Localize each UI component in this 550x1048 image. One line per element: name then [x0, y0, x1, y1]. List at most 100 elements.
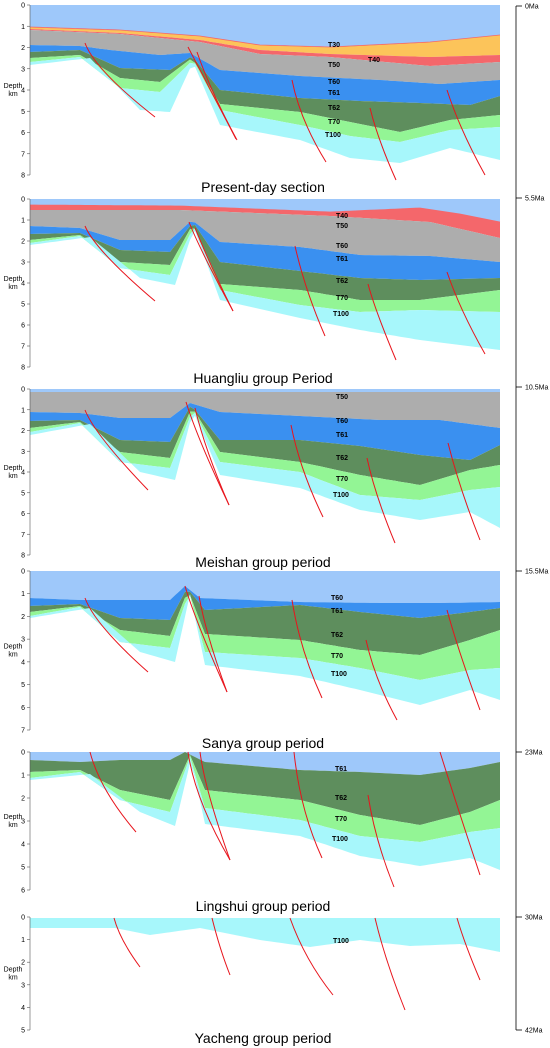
depth-tick-label: 2 — [21, 960, 25, 967]
depth-tick-label: 5 — [21, 490, 25, 497]
depth-tick-label: 4 — [21, 659, 25, 666]
panel-caption: Present-day section — [201, 179, 325, 195]
fault-line — [446, 89, 486, 176]
strata-layer-t50 — [30, 210, 500, 262]
depth-tick-label: 4 — [21, 470, 25, 477]
horizon-label: T70 — [336, 295, 348, 302]
depth-axis-title: Depth — [4, 276, 23, 283]
time-tick-label: 10.5Ma — [525, 385, 548, 392]
depth-tick-label: 1 — [21, 407, 25, 414]
horizon-label: T70 — [335, 816, 347, 823]
depth-axis-unit: km — [8, 284, 18, 291]
depth-tick-label: 6 — [21, 888, 25, 895]
depth-axis-title: Depth — [4, 83, 23, 90]
fault-line — [290, 424, 324, 518]
horizon-label: T100 — [333, 492, 349, 499]
depth-tick-label: 2 — [21, 614, 25, 621]
depth-tick-label: 5 — [21, 1028, 25, 1035]
depth-tick-label: 0 — [21, 915, 25, 922]
strata-layer-t50 — [30, 392, 500, 428]
fault-line — [294, 245, 326, 337]
horizon-label: T61 — [336, 256, 348, 263]
fault-line — [291, 599, 323, 699]
fault-line — [198, 595, 228, 693]
depth-axis-unit: km — [8, 652, 18, 659]
strata-layer-t62 — [30, 595, 500, 680]
panel-caption: Huangliu group Period — [193, 370, 332, 386]
depth-tick-label: 5 — [21, 682, 25, 689]
depth-tick-label: 0 — [21, 569, 25, 576]
horizon-label: T70 — [328, 119, 340, 126]
depth-axis-unit: km — [8, 975, 18, 982]
depth-tick-label: 2 — [21, 428, 25, 435]
strata-layer-t61 — [30, 752, 500, 825]
depth-axis-title: Depth — [4, 967, 23, 974]
fault-line — [366, 457, 396, 544]
depth-tick-label: 1 — [21, 24, 25, 31]
depth-tick-label: 1 — [21, 591, 25, 598]
fault-line — [194, 407, 230, 506]
horizon-label: T70 — [336, 476, 348, 483]
fault-line — [447, 442, 481, 541]
depth-axis-unit: km — [8, 91, 18, 98]
depth-tick-label: 6 — [21, 705, 25, 712]
horizon-label: T61 — [331, 608, 343, 615]
horizon-label: T62 — [336, 278, 348, 285]
depth-tick-label: 1 — [21, 218, 25, 225]
fault-line — [289, 917, 334, 996]
depth-tick-label: 1 — [21, 937, 25, 944]
time-tick-label: 42Ma — [525, 1028, 543, 1035]
horizon-label: T60 — [336, 418, 348, 425]
strata-layer-t40 — [30, 29, 500, 66]
time-axis: 0Ma 5.5Ma 10.5Ma 15.5Ma 23Ma 30Ma 42Ma — [515, 4, 548, 1035]
depth-tick-label: 1 — [21, 773, 25, 780]
depth-tick-label: 5 — [21, 109, 25, 116]
depth-tick-label: 7 — [21, 532, 25, 539]
fault-line — [367, 283, 397, 361]
horizon-label: T100 — [331, 671, 347, 678]
horizon-label: T62 — [331, 632, 343, 639]
depth-tick-label: 3 — [21, 260, 25, 267]
horizon-label: T62 — [335, 795, 347, 802]
horizon-label: T100 — [333, 938, 349, 945]
time-tick-label: 0Ma — [525, 4, 539, 11]
fault-line — [369, 107, 397, 181]
depth-tick-label: 5 — [21, 865, 25, 872]
horizon-label: T61 — [335, 766, 347, 773]
panel-caption: Lingshui group period — [196, 898, 331, 914]
fault-line — [291, 79, 327, 163]
horizon-label: T60 — [331, 595, 343, 602]
water-layer — [30, 199, 500, 222]
water-layer — [30, 389, 500, 392]
fault-line — [84, 225, 156, 302]
fault-line — [439, 751, 481, 876]
time-tick-label: 23Ma — [525, 750, 543, 757]
fault-line — [84, 42, 156, 118]
strata-layer-t60 — [30, 403, 500, 460]
depth-tick-label: 8 — [21, 173, 25, 180]
depth-axis-title: Depth — [4, 814, 23, 821]
depth-tick-label: 3 — [21, 449, 25, 456]
depth-tick-label: 4 — [21, 1005, 25, 1012]
fault-line — [367, 794, 395, 888]
strata-layer-t70 — [30, 228, 500, 350]
depth-tick-label: 0 — [21, 387, 25, 394]
horizon-label: T50 — [336, 223, 348, 230]
horizon-label: T30 — [328, 42, 340, 49]
time-tick-label: 30Ma — [525, 915, 543, 922]
horizon-label: T40 — [336, 213, 348, 220]
horizon-label: T70 — [331, 653, 343, 660]
depth-tick-label: 4 — [21, 842, 25, 849]
depth-tick-label: 4 — [21, 281, 25, 288]
horizon-label: T61 — [328, 90, 340, 97]
strata-layer-t61 — [30, 50, 500, 132]
strata-layer-t70 — [30, 757, 500, 870]
fault-line — [113, 917, 141, 968]
